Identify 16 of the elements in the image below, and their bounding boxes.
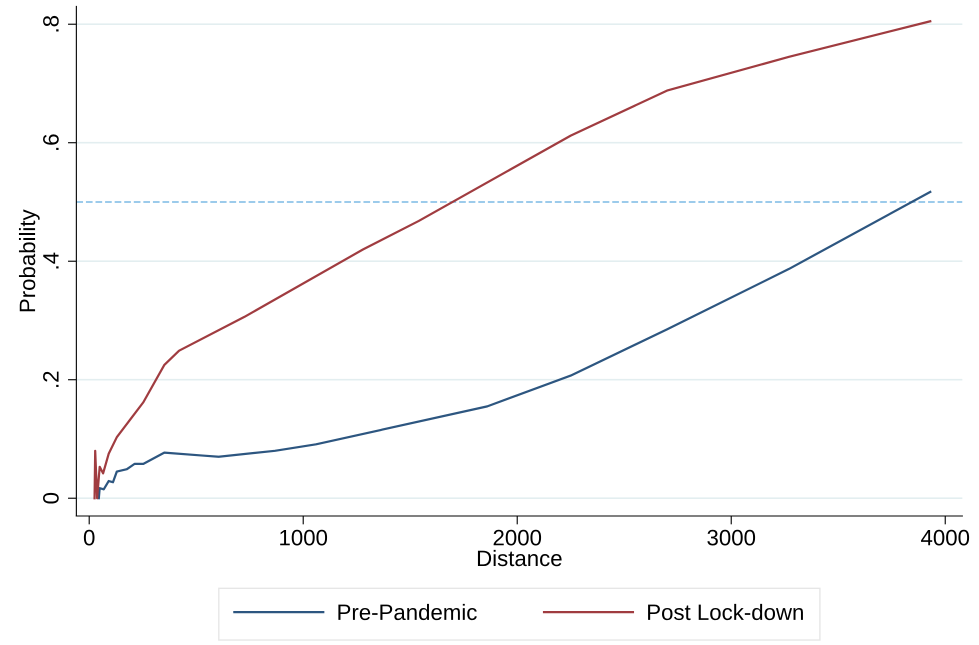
y-axis-title: Probability (18, 209, 40, 312)
x-tick-label: 3000 (707, 530, 756, 546)
legend-label: Pre-Pandemic (338, 604, 477, 620)
x-tick-label: 1000 (280, 530, 328, 546)
y-tick-label: .6 (43, 134, 59, 150)
x-tick-label: 2000 (494, 530, 542, 546)
line-series (98, 190, 932, 500)
legend-label: Post Lock-down (648, 604, 803, 620)
y-tick-label: .4 (43, 252, 59, 268)
x-axis-title: Distance (478, 550, 562, 566)
line-series (93, 20, 932, 500)
y-tick-label: 0 (43, 492, 59, 504)
x-tick-label: 0 (84, 530, 95, 546)
y-tick-label: .8 (43, 16, 59, 32)
x-tick-label: 4000 (921, 530, 970, 546)
y-tick-label: .2 (43, 372, 59, 387)
